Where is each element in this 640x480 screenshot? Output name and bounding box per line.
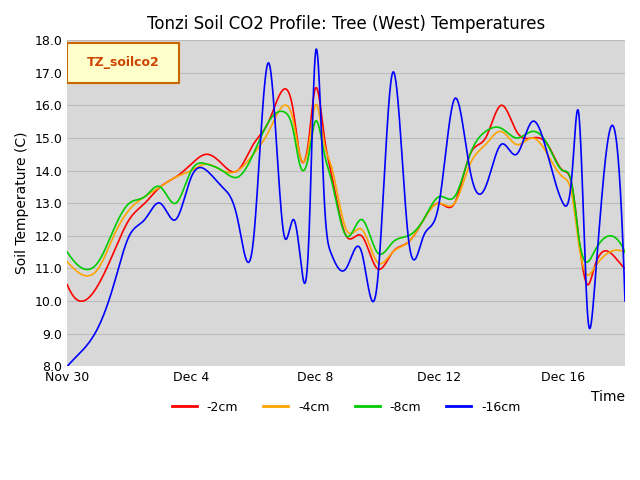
-4cm xyxy=(183,170,191,176)
-4cm xyxy=(273,113,280,119)
-8cm xyxy=(294,155,302,161)
-2cm xyxy=(445,204,452,210)
-4cm xyxy=(83,273,91,279)
-4cm xyxy=(63,259,71,265)
-2cm xyxy=(63,282,71,288)
-8cm xyxy=(292,139,300,145)
Y-axis label: Soil Temperature (C): Soil Temperature (C) xyxy=(15,132,29,275)
FancyBboxPatch shape xyxy=(67,43,179,83)
-2cm xyxy=(291,120,299,126)
-16cm xyxy=(291,219,299,225)
-4cm xyxy=(294,143,302,149)
-4cm xyxy=(291,128,299,133)
-8cm xyxy=(183,179,191,184)
-8cm xyxy=(83,266,91,272)
-16cm xyxy=(95,323,103,328)
-2cm xyxy=(77,299,85,304)
Line: -8cm: -8cm xyxy=(67,111,625,269)
-8cm xyxy=(273,110,280,116)
-2cm xyxy=(273,99,280,105)
-16cm xyxy=(294,233,301,239)
-16cm xyxy=(182,189,190,194)
-8cm xyxy=(63,249,71,255)
-8cm xyxy=(96,257,104,263)
-16cm xyxy=(272,132,280,138)
-2cm xyxy=(96,280,104,286)
Title: Tonzi Soil CO2 Profile: Tree (West) Temperatures: Tonzi Soil CO2 Profile: Tree (West) Temp… xyxy=(147,15,545,33)
-8cm xyxy=(621,249,629,255)
Line: -2cm: -2cm xyxy=(67,88,625,301)
-2cm xyxy=(621,265,629,271)
-4cm xyxy=(445,203,452,209)
-8cm xyxy=(445,196,452,202)
-4cm xyxy=(312,102,320,108)
Line: -4cm: -4cm xyxy=(67,105,625,276)
-4cm xyxy=(621,249,629,255)
-16cm xyxy=(621,298,629,304)
-4cm xyxy=(96,264,104,269)
-16cm xyxy=(63,363,71,369)
-2cm xyxy=(312,85,320,91)
-2cm xyxy=(294,141,302,147)
-8cm xyxy=(277,108,285,114)
-16cm xyxy=(312,46,320,52)
-2cm xyxy=(183,166,191,171)
-16cm xyxy=(444,128,452,134)
Legend: -2cm, -4cm, -8cm, -16cm: -2cm, -4cm, -8cm, -16cm xyxy=(166,396,525,419)
Text: TZ_soilco2: TZ_soilco2 xyxy=(86,57,159,70)
Line: -16cm: -16cm xyxy=(67,49,625,366)
X-axis label: Time: Time xyxy=(591,390,625,404)
